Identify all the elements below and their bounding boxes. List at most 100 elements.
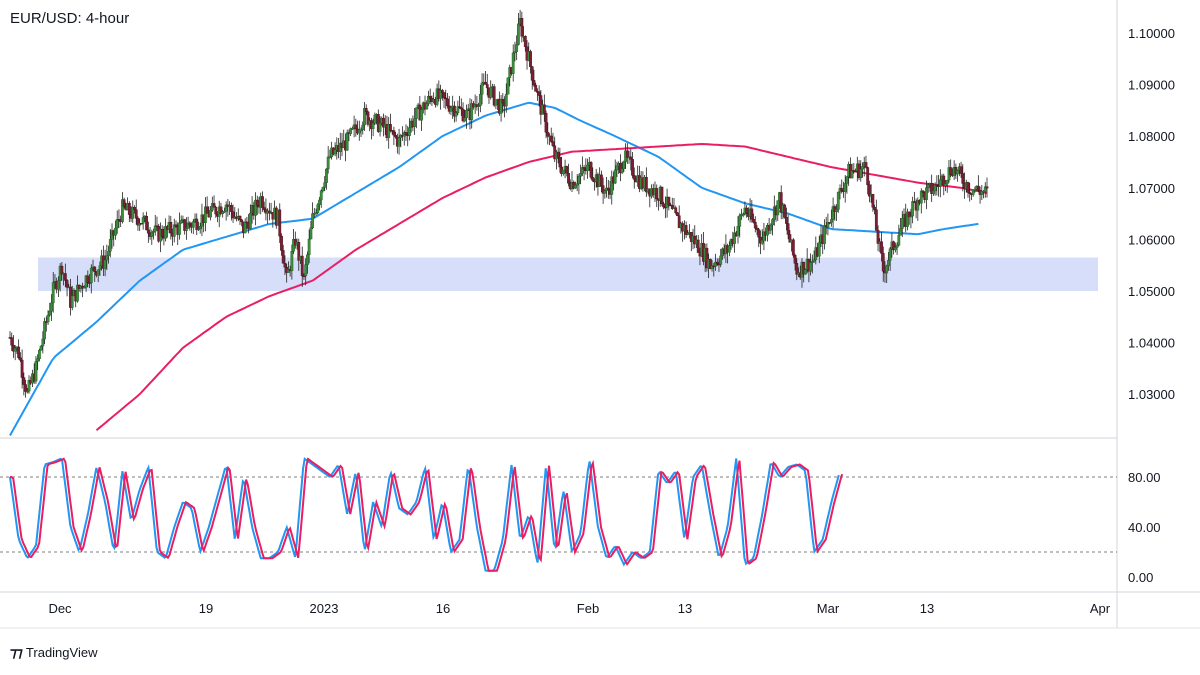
brand[interactable]: ⁊⁊ TradingView [10,644,97,661]
candle [632,167,636,189]
candle [60,261,64,281]
candle [622,160,626,172]
candle [783,203,787,219]
candle [120,192,124,224]
candle [551,132,555,148]
candle [544,110,548,139]
candle [549,127,553,143]
candle [136,216,140,231]
price-axis[interactable]: 1.10000 1.09000 1.08000 1.07000 1.06000 1.050… [1128,26,1175,402]
candle [785,207,788,231]
candle [836,191,840,213]
candle [971,189,975,197]
price-tick-label: 1.07000 [1128,181,1175,196]
tradingview-logo-icon: ⁊⁊ [10,644,23,660]
candle [357,120,361,141]
candle [316,202,320,215]
candle [105,244,109,271]
candle [178,212,181,240]
candle [25,387,29,394]
candle [394,131,398,139]
candle [115,210,119,234]
candle [625,143,629,165]
candle [389,113,392,133]
candle [88,273,91,288]
candle [793,253,797,271]
candle [741,212,745,218]
candle [861,162,864,178]
time-tick-label: 19 [199,601,213,616]
candle [494,99,498,110]
candle [221,210,225,218]
oscillator-bands [0,476,1117,553]
candle [644,167,648,197]
candle [307,229,311,264]
candle [413,107,417,135]
candle [169,215,173,240]
candle [976,175,980,193]
candle [470,99,474,129]
candle [98,261,102,276]
candle [442,91,446,109]
candle [942,173,946,196]
candle [779,185,783,220]
candle [897,224,901,247]
candle [752,213,755,224]
candle [328,149,332,159]
candle [179,215,183,224]
candle [122,197,126,209]
candle [34,356,38,384]
price-tick-label: 1.05000 [1128,284,1175,299]
candle [850,163,854,179]
price-tick-label: 1.09000 [1128,78,1175,93]
candle [956,169,960,182]
candle [319,189,323,208]
candle [37,348,41,362]
candles [8,9,989,398]
candle [606,179,610,199]
candle [888,246,892,271]
candle [719,248,723,268]
candle [314,208,318,216]
candle [906,208,909,231]
candle [134,199,138,225]
candle [613,159,617,185]
candle [513,41,517,62]
candle [420,106,423,131]
candle [63,263,67,288]
candle [240,219,244,227]
candle [674,205,678,215]
candle [983,182,987,198]
candle [826,213,830,236]
candle [387,117,391,149]
candle [492,84,496,107]
candle [810,254,814,274]
candle [945,179,949,193]
candle [615,161,619,178]
main-price-plot[interactable] [8,9,1099,436]
candle [326,146,330,174]
candle [245,216,249,230]
candle [705,243,709,272]
candle [364,104,368,116]
candle [20,349,24,389]
candle [76,275,79,303]
candle [397,128,401,155]
candle [603,189,607,199]
candle [267,202,271,221]
candle [444,89,448,110]
time-tick-label: 16 [436,601,450,616]
candle [736,216,740,244]
candle [243,218,247,234]
time-tick-label: Dec [48,601,72,616]
candle [392,126,396,146]
candle [261,191,264,212]
candle [325,168,328,190]
oscillator-pane[interactable] [0,457,1117,572]
candle [610,170,614,205]
candle [229,202,233,221]
time-axis[interactable]: Dec 19 2023 16 Feb 13 Mar 13 Apr [48,601,1110,616]
candle [408,118,411,141]
candle [556,147,560,164]
candle [323,176,327,192]
